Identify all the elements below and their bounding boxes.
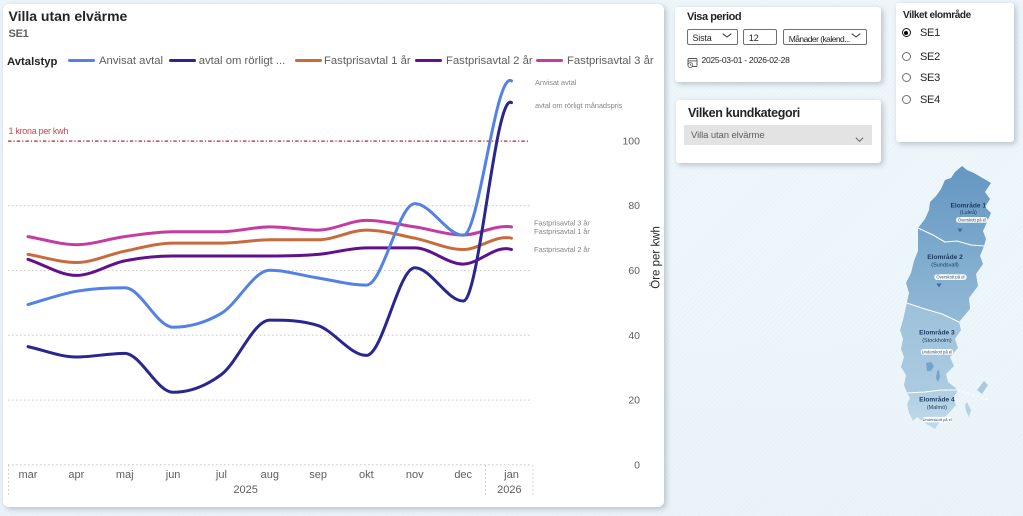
svg-text:20: 20 <box>628 395 640 407</box>
svg-text:Elområde 2: Elområde 2 <box>927 253 963 261</box>
svg-text:100: 100 <box>622 136 640 148</box>
svg-text:jun: jun <box>165 469 181 481</box>
svg-text:nov: nov <box>406 469 424 481</box>
svg-text:Underskott på el: Underskott på el <box>922 349 953 354</box>
svg-text:Fastprisavtal 2 år: Fastprisavtal 2 år <box>534 245 590 254</box>
svg-text:Överskott på el: Överskott på el <box>936 275 964 280</box>
svg-text:Elområde 4: Elområde 4 <box>919 396 955 404</box>
svg-text:Underskott på el: Underskott på el <box>923 417 952 422</box>
svg-text:80: 80 <box>628 200 640 212</box>
svg-text:Elområde 3: Elområde 3 <box>919 329 955 337</box>
svg-text:dec: dec <box>454 469 472 481</box>
svg-text:mar: mar <box>19 469 38 481</box>
svg-text:avtal om rörligt månadspris: avtal om rörligt månadspris <box>535 101 623 110</box>
svg-text:2025: 2025 <box>233 484 257 496</box>
svg-text:Elområde 1: Elområde 1 <box>951 202 987 210</box>
svg-text:0: 0 <box>634 459 640 471</box>
svg-text:2026: 2026 <box>497 484 521 496</box>
svg-text:1 krona per kwh: 1 krona per kwh <box>9 126 69 136</box>
svg-text:maj: maj <box>116 469 134 481</box>
svg-text:Anvisat avtal: Anvisat avtal <box>535 78 577 87</box>
svg-text:okt: okt <box>359 469 374 481</box>
svg-text:Överskott på el: Överskott på el <box>958 217 986 222</box>
svg-text:apr: apr <box>68 469 84 481</box>
svg-text:sep: sep <box>309 469 327 481</box>
svg-text:(Stockholm): (Stockholm) <box>922 338 952 344</box>
svg-text:Öre per kwh: Öre per kwh <box>651 226 663 289</box>
svg-text:60: 60 <box>628 265 640 277</box>
svg-text:(Malmö): (Malmö) <box>927 405 947 411</box>
svg-text:jul: jul <box>215 469 227 481</box>
svg-text:aug: aug <box>261 469 279 481</box>
svg-text:Fastprisavtal 3 år: Fastprisavtal 3 år <box>534 219 590 228</box>
svg-text:Fastprisavtal 1 år: Fastprisavtal 1 år <box>534 227 590 236</box>
svg-text:(Luleå): (Luleå) <box>960 209 977 216</box>
svg-text:40: 40 <box>628 330 640 342</box>
svg-text:(Sundsvall): (Sundsvall) <box>931 263 959 269</box>
svg-text:jan: jan <box>503 469 519 481</box>
